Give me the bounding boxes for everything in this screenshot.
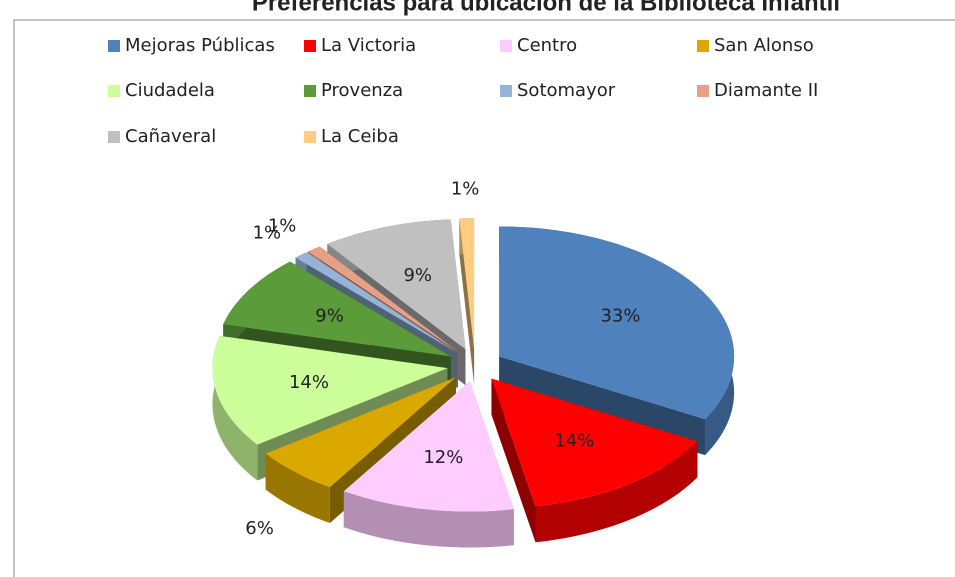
legend-label: Diamante II (714, 80, 818, 101)
legend-marker (500, 85, 512, 97)
legend-label: La Victoria (321, 35, 416, 56)
slice-side (265, 453, 330, 524)
legend-marker (304, 85, 316, 97)
legend-marker (304, 131, 316, 143)
slice (265, 377, 456, 488)
legend-label: Cañaveral (125, 126, 216, 147)
legend-marker (500, 40, 512, 52)
legend-marker (108, 131, 120, 143)
slice (295, 252, 457, 353)
data-label: 14% (554, 431, 594, 452)
slice (308, 246, 458, 352)
slice (212, 335, 448, 445)
slice (491, 378, 698, 507)
data-label: 1% (253, 222, 282, 243)
legend-label: Mejoras Públicas (125, 35, 275, 56)
legend-label: Sotomayor (517, 80, 616, 101)
legend-label: Centro (517, 35, 577, 56)
slice (499, 226, 735, 420)
slice-side (491, 378, 536, 543)
legend-marker (697, 85, 709, 97)
legend-label: Ciudadela (125, 80, 215, 101)
data-label: 9% (315, 306, 344, 327)
slice (459, 218, 475, 349)
slice-side (535, 441, 698, 543)
data-label: 14% (289, 372, 329, 393)
chart-title: Preferencias para ubicación de la Biblio… (252, 0, 840, 16)
legend-label: La Ceiba (321, 126, 399, 147)
slice-side (343, 491, 514, 548)
legend-marker (108, 40, 120, 52)
legend-marker (108, 85, 120, 97)
slice (343, 381, 514, 512)
slice-side (212, 335, 258, 481)
data-label: 33% (600, 306, 640, 327)
slice (223, 261, 451, 357)
legend-label: Provenza (321, 80, 403, 101)
data-label: 1% (451, 179, 480, 200)
data-label: 6% (245, 518, 274, 539)
legend-marker (304, 40, 316, 52)
legend-marker (697, 40, 709, 52)
data-label: 9% (403, 265, 432, 286)
slice (327, 219, 466, 350)
chart-frame (13, 19, 955, 577)
data-label: 12% (423, 447, 463, 468)
data-label: 1% (268, 215, 297, 236)
legend-label: San Alonso (714, 35, 814, 56)
slice-side (459, 218, 475, 385)
